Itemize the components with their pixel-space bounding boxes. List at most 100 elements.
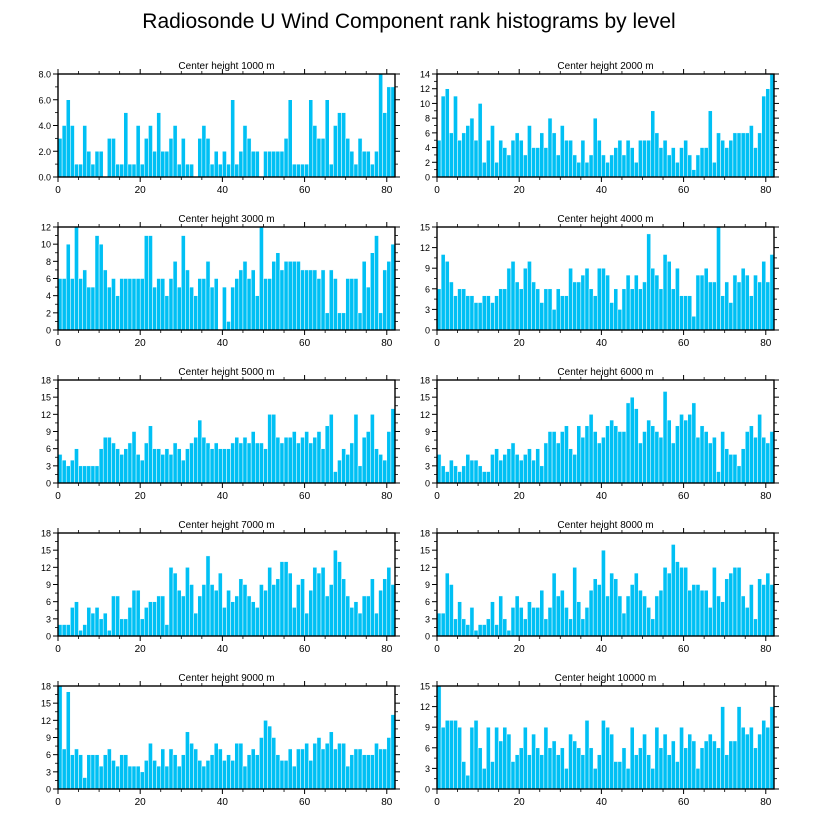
bar: [707, 607, 713, 637]
bar: [465, 454, 471, 484]
bar: [449, 720, 454, 790]
bar: [267, 725, 272, 790]
bar: [658, 288, 664, 331]
bar: [625, 402, 631, 484]
bar: [378, 748, 383, 790]
bar: [671, 147, 676, 178]
bar: [361, 261, 367, 331]
bar: [292, 163, 297, 178]
bar: [218, 748, 223, 790]
bar: [328, 163, 334, 178]
bar: [564, 768, 569, 790]
bar: [300, 269, 305, 331]
panel-title: Center height 6000 m: [557, 367, 653, 378]
bar: [712, 740, 717, 790]
bar: [263, 589, 268, 637]
bar: [102, 754, 108, 790]
bar: [222, 448, 227, 484]
x-tick-label: 40: [596, 491, 608, 502]
panel-8: Center height 8000 m 0 20 40 60 80 0 3 6 9 12 15 18: [420, 520, 779, 655]
bar: [597, 754, 602, 790]
x-tick-label: 40: [596, 644, 608, 655]
bar: [242, 261, 248, 331]
bar: [469, 117, 475, 178]
bar: [168, 454, 174, 484]
bar: [296, 442, 301, 484]
bar: [576, 162, 582, 178]
x-tick-label: 60: [678, 185, 690, 196]
bar: [127, 163, 133, 178]
bar: [675, 761, 680, 790]
bar: [234, 436, 240, 484]
bar: [263, 448, 268, 484]
bar: [494, 162, 499, 178]
bar: [279, 760, 285, 790]
bar: [699, 747, 705, 790]
bar: [65, 99, 71, 178]
bar: [357, 312, 363, 331]
bar: [461, 761, 467, 790]
x-tick-label: 0: [434, 185, 440, 196]
bar: [78, 630, 83, 637]
bar: [527, 261, 532, 331]
bar: [601, 154, 606, 178]
bar: [666, 572, 672, 637]
bar: [189, 742, 194, 790]
bar: [568, 448, 573, 484]
bar: [576, 281, 582, 331]
bar: [703, 431, 709, 484]
bar: [255, 295, 260, 331]
y-tick-label: 12: [420, 563, 430, 573]
bar: [238, 151, 244, 178]
bar: [61, 624, 67, 637]
bar: [205, 442, 211, 484]
bar: [650, 425, 656, 484]
bar: [164, 295, 170, 331]
bar: [453, 720, 458, 790]
bar: [65, 624, 71, 637]
bar: [514, 281, 520, 331]
bar: [716, 471, 721, 484]
bar: [703, 267, 709, 331]
bar: [271, 584, 277, 637]
bar: [119, 454, 125, 484]
bar: [625, 274, 631, 331]
bar: [453, 465, 458, 484]
bar: [481, 624, 487, 637]
bar: [119, 754, 125, 790]
bar: [164, 448, 170, 484]
y-tick-label: 3: [46, 767, 51, 777]
bar: [70, 278, 75, 331]
bar: [646, 607, 651, 637]
bar: [316, 572, 322, 637]
bar: [597, 442, 602, 484]
bar: [576, 601, 582, 637]
bar: [662, 254, 668, 331]
bar: [498, 139, 504, 178]
bar: [287, 748, 293, 790]
bar: [465, 125, 471, 178]
bar: [312, 742, 318, 790]
bar: [699, 589, 705, 637]
bar: [761, 261, 767, 331]
bar: [444, 88, 450, 178]
bar: [740, 448, 746, 484]
bar: [765, 88, 771, 178]
bar: [749, 125, 754, 178]
bar: [378, 312, 383, 331]
bar: [226, 589, 231, 637]
bar: [469, 726, 475, 790]
bar: [634, 408, 639, 484]
bar: [320, 448, 326, 484]
bar: [555, 442, 561, 484]
bar: [477, 103, 483, 178]
bar: [457, 139, 462, 178]
bar: [102, 269, 108, 331]
bar: [86, 286, 92, 331]
bar: [490, 125, 495, 178]
bar: [601, 549, 606, 637]
y-tick-label: 12: [41, 410, 51, 420]
bar: [82, 269, 88, 331]
bar: [304, 269, 309, 331]
bar: [242, 436, 248, 484]
